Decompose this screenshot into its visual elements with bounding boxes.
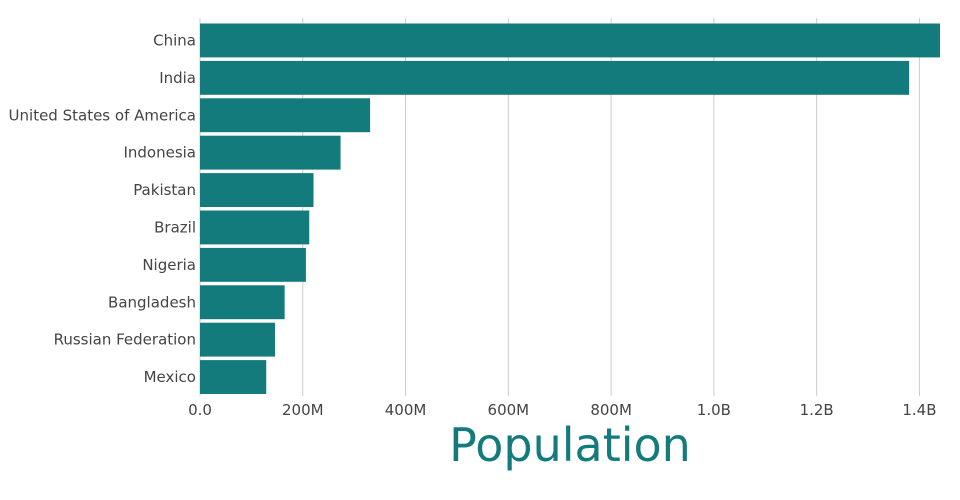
x-axis-ticks: 0.0 200M 400M 600M 800M 1.0B 1.2B 1.4B: [188, 401, 936, 419]
category-label: United States of America: [9, 106, 196, 124]
bar[interactable]: [200, 210, 310, 245]
x-tick-label: 800M: [590, 401, 632, 419]
x-tick-label: 1.4B: [902, 401, 936, 419]
category-label: India: [159, 69, 196, 87]
bar[interactable]: [200, 173, 314, 207]
x-tick-label: 400M: [385, 401, 427, 419]
category-label: Brazil: [154, 218, 196, 236]
category-label: Mexico: [144, 368, 196, 386]
category-label: Indonesia: [123, 144, 196, 162]
bar-layer: [200, 23, 940, 394]
x-tick-label: 1.0B: [697, 401, 731, 419]
bar[interactable]: [200, 60, 910, 95]
category-label: Bangladesh: [108, 293, 196, 311]
bar[interactable]: [200, 98, 371, 133]
category-label: Pakistan: [133, 181, 196, 199]
bar[interactable]: [200, 285, 285, 320]
bar[interactable]: [200, 23, 940, 58]
bar[interactable]: [200, 135, 341, 170]
x-tick-label: 1.2B: [800, 401, 834, 419]
x-tick-label: 200M: [282, 401, 324, 419]
category-label: Russian Federation: [54, 331, 196, 349]
category-label: China: [153, 31, 196, 49]
bar[interactable]: [200, 322, 275, 357]
x-tick-label: 600M: [488, 401, 530, 419]
category-label: Nigeria: [142, 256, 196, 274]
bar[interactable]: [200, 360, 267, 394]
x-tick-label: 0.0: [188, 401, 212, 419]
y-axis-labels: China India United States of America Indone…: [9, 31, 196, 386]
bar[interactable]: [200, 247, 306, 282]
x-axis-title: Population: [449, 418, 691, 472]
